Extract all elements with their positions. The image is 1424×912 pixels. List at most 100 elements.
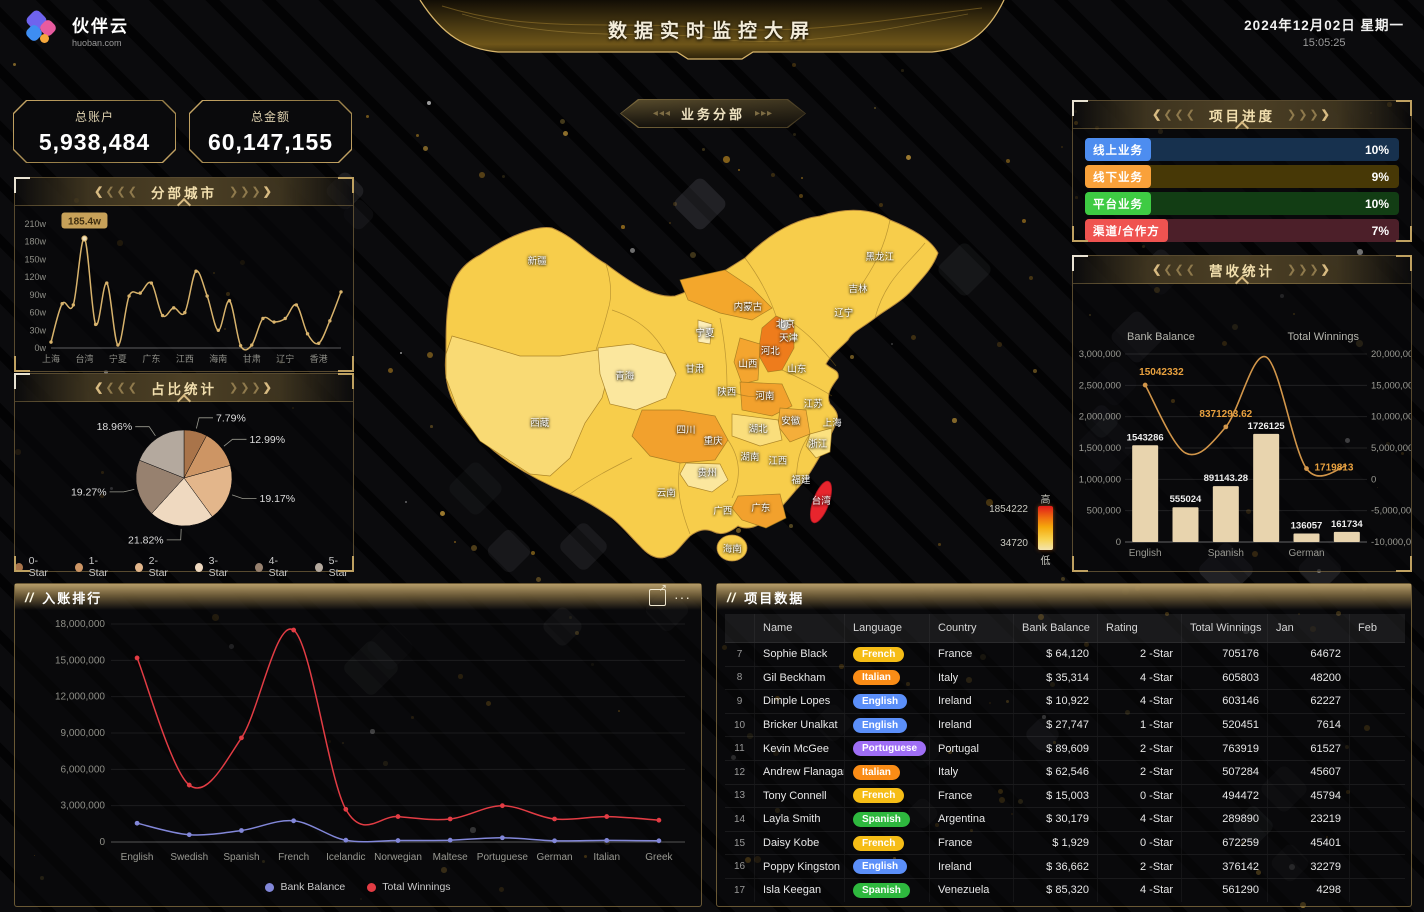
- svg-text:Spanish: Spanish: [1208, 548, 1244, 559]
- revenue-combo-chart[interactable]: Bank Balance Total Winnings 0 -10,000,000 50…: [1073, 284, 1422, 571]
- cell-country: Italy: [930, 760, 1014, 784]
- province-label: 湖北: [748, 424, 768, 436]
- hainan-island: [716, 534, 748, 562]
- pie-legend-item[interactable]: 3-Star: [195, 555, 233, 579]
- cell-language: English: [845, 690, 930, 713]
- svg-text:1726125: 1726125: [1248, 421, 1286, 432]
- legend-label: 0-Star: [28, 555, 48, 579]
- svg-text:12.99%: 12.99%: [249, 434, 285, 446]
- panel-title-bar: ❮❮❮❮ 营收统计 ❯❯❯❯: [1073, 256, 1411, 284]
- ranking-legend-item[interactable]: Bank Balance: [265, 881, 345, 893]
- province-label: 江西: [768, 456, 788, 468]
- ratio-pie-chart[interactable]: 7.79%12.99% 19.17% 21.82% 19.27% 18.96%: [15, 402, 353, 548]
- svg-text:辽宁: 辽宁: [276, 353, 294, 364]
- svg-text:500,000: 500,000: [1087, 506, 1121, 517]
- svg-text:30w: 30w: [29, 325, 46, 335]
- cell-country: Ireland: [930, 690, 1014, 713]
- language-chip: Portuguese: [853, 741, 927, 757]
- title-deco-right: ❯❯❯❯: [1287, 264, 1332, 276]
- cell-feb: [1350, 737, 1405, 760]
- header-cell: Country: [930, 614, 1014, 642]
- legend-label: Bank Balance: [280, 881, 346, 893]
- svg-text:15042332: 15042332: [1139, 367, 1184, 378]
- ranking-legend: Bank Balance Total Winnings: [15, 881, 701, 893]
- svg-text:Bank Balance: Bank Balance: [1127, 331, 1195, 343]
- row-index: 13: [725, 784, 755, 808]
- cell-name: Bricker Unalkat: [755, 713, 845, 737]
- svg-text:891143.28: 891143.28: [1204, 473, 1248, 484]
- cell-total-winnings: 672259: [1182, 831, 1268, 855]
- decor-dot: [1061, 146, 1064, 149]
- cell-language: Spanish: [845, 878, 930, 902]
- svg-text:3,000,000: 3,000,000: [1079, 349, 1121, 360]
- data-table: Name Language Country Bank Balance Rating Tot…: [725, 614, 1405, 902]
- svg-text:甘肃: 甘肃: [243, 353, 261, 364]
- cell-jan: 48200: [1268, 666, 1350, 690]
- cell-country: Venezuela: [930, 878, 1014, 902]
- cell-feb: [1350, 714, 1405, 737]
- province-label: 青海: [615, 371, 635, 383]
- pie-legend-item[interactable]: 4-Star: [255, 555, 293, 579]
- panel-title: 项目进度: [1209, 108, 1275, 124]
- stat-value: 5,938,484: [38, 128, 151, 155]
- language-chip: French: [853, 835, 905, 851]
- table-row: 12 Andrew Flanagan Italian Italy $ 62,546 2 -…: [725, 760, 1405, 785]
- province-label: 贵州: [697, 468, 717, 480]
- badge-deco-left: ◂◂◂: [652, 108, 671, 119]
- row-index: 10: [725, 713, 755, 737]
- stat-label: 总金额: [250, 109, 290, 124]
- more-icon[interactable]: ···: [674, 589, 691, 605]
- city-line-chart[interactable]: 0w 30w 60w 90w 120w 150w 180w 210w 上海 台湾 宁夏 广东 江西 海南 甘…: [17, 208, 351, 370]
- svg-text:19.27%: 19.27%: [71, 486, 107, 498]
- svg-text:210w: 210w: [24, 219, 46, 229]
- table-row: 13 Tony Connell French France $ 15,003 0 -Sta…: [725, 784, 1405, 809]
- svg-text:Norwegian: Norwegian: [374, 852, 422, 863]
- legend-dot: [315, 562, 323, 572]
- stat-value: 60,147,155: [207, 128, 334, 155]
- province-label: 浙江: [808, 439, 828, 451]
- china-map-svg[interactable]: [380, 158, 1060, 573]
- panel-title-bar: ❮❮❮❮ 项目进度 ❯❯❯❯: [1073, 101, 1411, 129]
- province-label: 山西: [738, 359, 758, 370]
- row-index: 17: [725, 878, 755, 902]
- row-index: 7: [725, 643, 755, 666]
- ranking-line-chart[interactable]: 0 3,000,000 6,000,000 9,000,000 12,000,000 15…: [15, 610, 701, 876]
- stat-label: 总账户: [74, 109, 114, 124]
- cell-total-winnings: 763919: [1182, 737, 1268, 760]
- title-deco-left: ❮❮❮❮: [94, 382, 139, 394]
- decor-dot: [366, 115, 370, 119]
- svg-text:18.96%: 18.96%: [97, 421, 133, 433]
- svg-text:185.4w: 185.4w: [68, 217, 101, 228]
- province-label: 四川: [676, 424, 696, 436]
- svg-text:上海: 上海: [42, 353, 60, 364]
- pie-legend-item[interactable]: 1-Star: [75, 555, 113, 579]
- svg-text:-10,000,000: -10,000,000: [1371, 537, 1411, 548]
- china-map[interactable]: 新疆 西藏 青海 甘肃 宁夏 内蒙古 北京 天津 河北 山西 山东 河南 陕西 江苏 安徽 上海 浙江 湖北 重庆四…: [380, 158, 1060, 573]
- svg-text:香港: 香港: [310, 353, 328, 364]
- legend-dot: [265, 882, 275, 892]
- province-borders: [569, 219, 926, 535]
- table-row: 17 Isla Keegan Spanish Venezuela $ 85,320 4 -…: [725, 878, 1405, 902]
- ranking-legend-item[interactable]: Total Winnings: [367, 881, 451, 893]
- pie-legend-item[interactable]: 2-Star: [135, 555, 173, 579]
- svg-text:0: 0: [99, 837, 105, 848]
- svg-text:10,000,000: 10,000,000: [1371, 412, 1411, 423]
- pie-legend-item[interactable]: 0-Star: [15, 555, 53, 579]
- svg-text:7.79%: 7.79%: [216, 412, 246, 424]
- cell-language: French: [845, 784, 930, 808]
- cell-total-winnings: 494472: [1182, 784, 1268, 808]
- panel-title: 项目数据: [744, 590, 805, 606]
- svg-text:-5,000,000: -5,000,000: [1371, 506, 1411, 517]
- svg-text:Portuguese: Portuguese: [477, 852, 529, 863]
- progress-label-chip: 平台业务: [1085, 192, 1151, 215]
- province-label: 福建: [791, 474, 811, 486]
- cell-bank-balance: $ 62,546: [1014, 760, 1098, 784]
- legend-label: 2-Star: [148, 555, 168, 579]
- svg-text:台湾: 台湾: [75, 353, 93, 364]
- app-logo: 伙伴云 huoban.com: [22, 8, 129, 50]
- province-label: 天津: [779, 332, 799, 344]
- svg-text:0: 0: [1371, 474, 1376, 485]
- export-icon[interactable]: [649, 583, 667, 606]
- svg-text:0: 0: [1116, 537, 1121, 548]
- cell-feb: [1350, 690, 1405, 713]
